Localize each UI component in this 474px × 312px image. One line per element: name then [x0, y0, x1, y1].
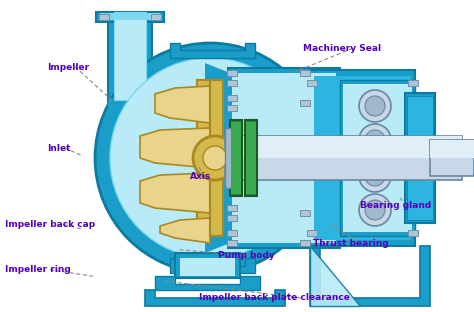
Text: Impeller: Impeller	[47, 63, 90, 71]
Polygon shape	[246, 122, 256, 194]
Text: Pump body: Pump body	[218, 251, 275, 260]
Bar	[227, 80, 237, 86]
Circle shape	[365, 166, 385, 186]
Bar	[307, 80, 317, 86]
Polygon shape	[160, 218, 210, 243]
Bar	[300, 240, 310, 246]
Polygon shape	[407, 96, 433, 220]
Text: Inlet: Inlet	[47, 144, 71, 153]
Circle shape	[193, 136, 237, 180]
Bar	[227, 230, 237, 236]
Polygon shape	[108, 12, 152, 105]
Bar	[300, 210, 310, 216]
Bar	[227, 215, 237, 221]
Polygon shape	[140, 128, 210, 168]
Polygon shape	[245, 120, 257, 196]
Circle shape	[365, 130, 385, 150]
Circle shape	[359, 124, 391, 156]
Bar	[300, 100, 310, 106]
Circle shape	[95, 43, 325, 273]
Polygon shape	[405, 93, 435, 223]
Polygon shape	[225, 128, 238, 188]
Circle shape	[110, 58, 310, 258]
Polygon shape	[310, 70, 415, 246]
Polygon shape	[170, 258, 255, 273]
Polygon shape	[225, 136, 462, 180]
Text: Impeller back plate clearance: Impeller back plate clearance	[199, 294, 350, 302]
Polygon shape	[145, 290, 285, 306]
Bar	[300, 70, 310, 76]
Bar	[227, 205, 237, 211]
Bar	[227, 95, 237, 101]
Polygon shape	[310, 246, 430, 306]
Bar	[99, 14, 109, 20]
Polygon shape	[231, 122, 241, 194]
Polygon shape	[314, 76, 411, 240]
Bar	[227, 105, 237, 111]
Bar	[227, 240, 237, 246]
Text: Axis: Axis	[190, 172, 211, 181]
Polygon shape	[197, 80, 210, 236]
Bar	[408, 80, 418, 86]
Polygon shape	[96, 12, 164, 22]
Polygon shape	[228, 68, 340, 248]
Text: Machinery Seal: Machinery Seal	[303, 44, 382, 53]
Polygon shape	[180, 258, 235, 276]
Polygon shape	[155, 276, 260, 290]
Text: Impeller back cap: Impeller back cap	[5, 220, 95, 229]
Circle shape	[359, 90, 391, 122]
Text: Thrust bearing: Thrust bearing	[313, 239, 389, 248]
Bar	[307, 230, 317, 236]
Polygon shape	[170, 43, 255, 58]
Circle shape	[203, 146, 227, 170]
Polygon shape	[225, 136, 462, 158]
Polygon shape	[310, 246, 360, 306]
Polygon shape	[430, 140, 474, 158]
Bar	[151, 14, 161, 20]
Circle shape	[359, 194, 391, 226]
Polygon shape	[210, 80, 223, 236]
Circle shape	[359, 160, 391, 192]
Text: Bearing gland: Bearing gland	[360, 202, 431, 210]
Bar	[227, 70, 237, 76]
Polygon shape	[175, 253, 240, 278]
Circle shape	[365, 200, 385, 220]
Polygon shape	[340, 80, 415, 236]
Polygon shape	[232, 73, 336, 243]
Polygon shape	[155, 86, 210, 123]
Bar	[408, 230, 418, 236]
Polygon shape	[205, 63, 230, 253]
Polygon shape	[114, 12, 146, 100]
Polygon shape	[230, 120, 242, 196]
Polygon shape	[140, 173, 210, 213]
Polygon shape	[343, 84, 412, 232]
Polygon shape	[108, 85, 152, 115]
Polygon shape	[430, 140, 474, 176]
Polygon shape	[100, 13, 160, 20]
Circle shape	[365, 96, 385, 116]
Text: Impeller ring: Impeller ring	[5, 266, 71, 274]
